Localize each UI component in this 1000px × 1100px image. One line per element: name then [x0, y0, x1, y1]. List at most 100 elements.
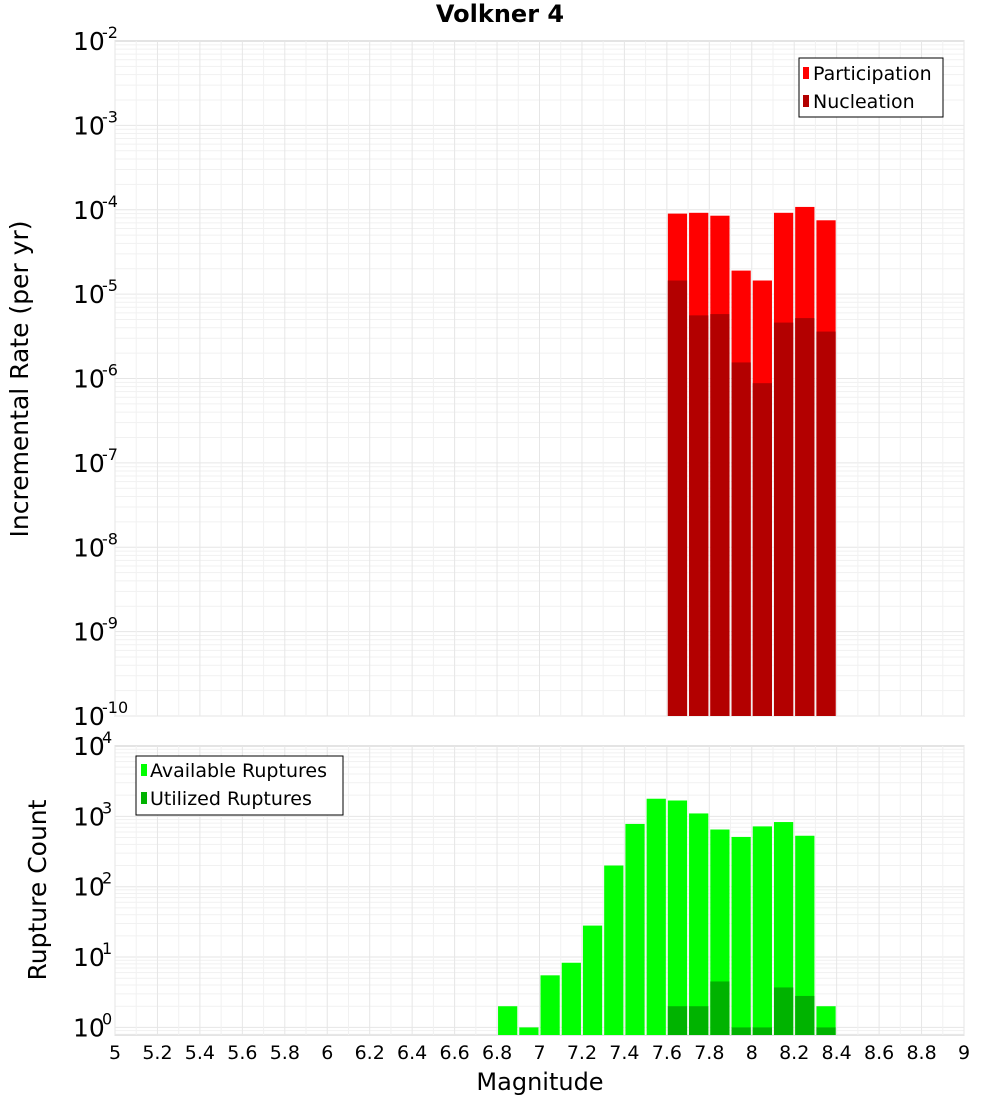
bottom-legend-box [135, 755, 344, 816]
chart-title: Volkner 4 [436, 0, 564, 28]
x-tick-label: 9 [958, 1042, 970, 1064]
top-legend-box [798, 57, 944, 118]
y-tick-base: 10 [73, 365, 105, 394]
x-tick-label: 5.2 [142, 1042, 172, 1064]
top-bars [667, 206, 836, 717]
bottom-y-axis-label: Rupture Count [23, 799, 52, 980]
legend-label-participation: Participation [813, 63, 932, 85]
y-tick-exponent: 2 [102, 869, 112, 888]
y-tick-exponent: -9 [102, 614, 118, 633]
y-tick-label: 10-6 [73, 361, 118, 394]
top-y-axis-label: Incremental Rate (per yr) [5, 221, 34, 538]
x-tick-label: 7.8 [694, 1042, 724, 1064]
legend-swatch-available [141, 764, 147, 776]
y-tick-label: 100 [73, 1009, 112, 1042]
bar-utilized-ruptures [689, 1006, 709, 1035]
legend-swatch-nucleation [803, 95, 809, 107]
y-tick-label: 10-9 [73, 614, 118, 647]
y-tick-exponent: -6 [102, 361, 118, 380]
y-tick-label: 102 [73, 869, 112, 902]
bar-utilized-ruptures [667, 1006, 688, 1035]
y-tick-label: 10-10 [73, 698, 128, 731]
y-tick-exponent: -2 [102, 23, 118, 42]
bar-nucleation [773, 322, 794, 716]
y-tick-exponent: -4 [102, 192, 118, 211]
y-tick-label: 10-2 [73, 23, 118, 56]
bar-nucleation [752, 383, 772, 716]
y-tick-exponent: -5 [102, 276, 118, 295]
y-tick-exponent: 1 [102, 939, 112, 958]
x-axis-label: Magnitude [476, 1068, 603, 1096]
y-tick-label: 10-3 [73, 107, 118, 140]
y-tick-exponent: -8 [102, 529, 118, 548]
top-grid [114, 41, 965, 717]
y-tick-exponent: 0 [102, 1009, 112, 1028]
bottom-legend: Available Ruptures Utilized Ruptures [135, 755, 344, 816]
x-tick-label: 6.8 [482, 1042, 512, 1064]
y-tick-label: 10-5 [73, 276, 118, 309]
y-tick-base: 10 [73, 732, 105, 761]
x-tick-label: 7.4 [609, 1042, 639, 1064]
x-tick-label: 6.2 [355, 1042, 385, 1064]
x-tick-label: 5.4 [185, 1042, 215, 1064]
y-tick-label: 10-8 [73, 529, 118, 562]
x-tick-label: 5 [109, 1042, 121, 1064]
bar-utilized-ruptures [710, 981, 730, 1035]
bar-nucleation [689, 315, 709, 716]
bar-utilized-ruptures [816, 1027, 836, 1035]
bar-available-ruptures [498, 1006, 518, 1035]
bar-nucleation [795, 318, 815, 716]
bar-available-ruptures [795, 835, 815, 1035]
legend-label-available: Available Ruptures [150, 760, 327, 782]
y-tick-base: 10 [73, 618, 105, 647]
bar-available-ruptures [561, 962, 581, 1035]
y-tick-label: 104 [73, 728, 112, 761]
x-tick-label: 6 [321, 1042, 333, 1064]
x-tick-label: 8.6 [864, 1042, 894, 1064]
bar-available-ruptures [731, 836, 751, 1035]
bar-available-ruptures [773, 822, 794, 1035]
x-tick-label: 8.4 [822, 1042, 852, 1064]
bar-available-ruptures [689, 813, 709, 1035]
y-tick-base: 10 [73, 873, 105, 902]
legend-swatch-utilized [141, 792, 147, 804]
bar-available-ruptures [625, 823, 645, 1035]
x-tick-label: 8.8 [906, 1042, 936, 1064]
bar-available-ruptures [540, 975, 560, 1035]
y-tick-exponent: 4 [102, 728, 112, 747]
x-ticks: 5 5.2 5.4 5.6 5.8 6 6.2 6.4 6.6 6.8 7 7.2 7.4 7.6 7.8 8… [109, 1042, 970, 1064]
bar-utilized-ruptures [795, 995, 815, 1035]
bar-available-ruptures [646, 798, 666, 1035]
y-tick-base: 10 [73, 702, 105, 731]
y-tick-base: 10 [73, 1013, 105, 1042]
bar-nucleation [710, 314, 730, 716]
y-tick-base: 10 [73, 533, 105, 562]
top-legend: Participation Nucleation [798, 57, 944, 118]
y-tick-base: 10 [73, 943, 105, 972]
x-tick-label: 5.6 [227, 1042, 257, 1064]
bar-available-ruptures [582, 925, 603, 1035]
x-tick-label: 7.2 [567, 1042, 597, 1064]
y-tick-base: 10 [73, 449, 105, 478]
y-tick-base: 10 [73, 280, 105, 309]
y-tick-label: 10-7 [73, 445, 118, 478]
bar-available-ruptures [752, 826, 772, 1035]
bar-nucleation [731, 362, 751, 716]
y-tick-exponent: 3 [102, 798, 112, 817]
x-tick-label: 5.8 [270, 1042, 300, 1064]
x-tick-label: 8.2 [779, 1042, 809, 1064]
bar-utilized-ruptures [773, 987, 794, 1035]
y-tick-exponent: -10 [102, 698, 128, 717]
y-tick-label: 101 [73, 939, 112, 972]
x-tick-label: 8 [746, 1042, 758, 1064]
bottom-bars [498, 798, 836, 1035]
y-tick-base: 10 [73, 196, 105, 225]
bar-nucleation [667, 280, 688, 716]
y-tick-exponent: -7 [102, 445, 118, 464]
x-tick-label: 6.4 [397, 1042, 427, 1064]
bar-available-ruptures [604, 865, 624, 1035]
